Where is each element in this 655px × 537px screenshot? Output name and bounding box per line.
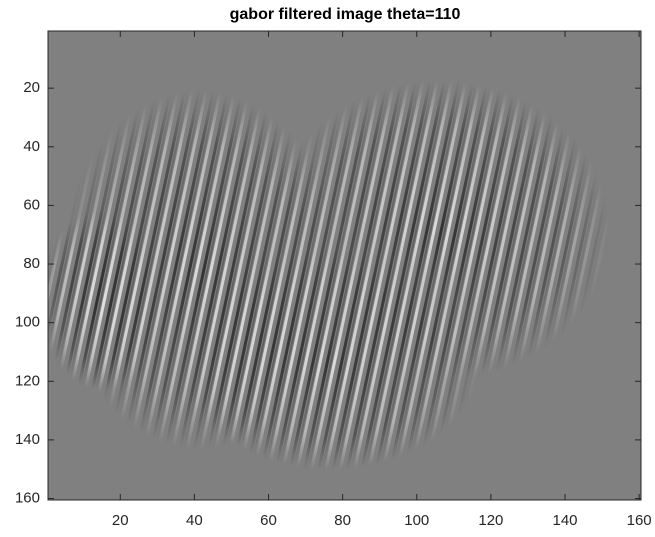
x-tick-label: 140 bbox=[553, 512, 578, 529]
chart: gabor filtered image theta=110 20 40 60 80 1… bbox=[0, 0, 655, 532]
y-tick-label: 80 bbox=[23, 255, 40, 272]
y-tick-label: 60 bbox=[23, 196, 40, 213]
y-tick-label: 100 bbox=[15, 314, 40, 331]
y-tick-label: 120 bbox=[15, 372, 40, 389]
image-texture bbox=[48, 31, 641, 500]
y-tick-label: 140 bbox=[15, 431, 40, 448]
x-tick-label: 40 bbox=[186, 512, 203, 529]
x-tick-label: 20 bbox=[112, 512, 129, 529]
y-tick-label: 20 bbox=[23, 79, 40, 96]
y-tick-label: 40 bbox=[23, 138, 40, 155]
x-tick-label: 60 bbox=[260, 512, 277, 529]
x-tick-label: 80 bbox=[334, 512, 351, 529]
y-tick-label: 160 bbox=[15, 490, 40, 507]
x-tick-label: 160 bbox=[627, 512, 652, 529]
chart-title: gabor filtered image theta=110 bbox=[230, 6, 461, 23]
x-tick-label: 100 bbox=[404, 512, 429, 529]
x-tick-label: 120 bbox=[478, 512, 503, 529]
